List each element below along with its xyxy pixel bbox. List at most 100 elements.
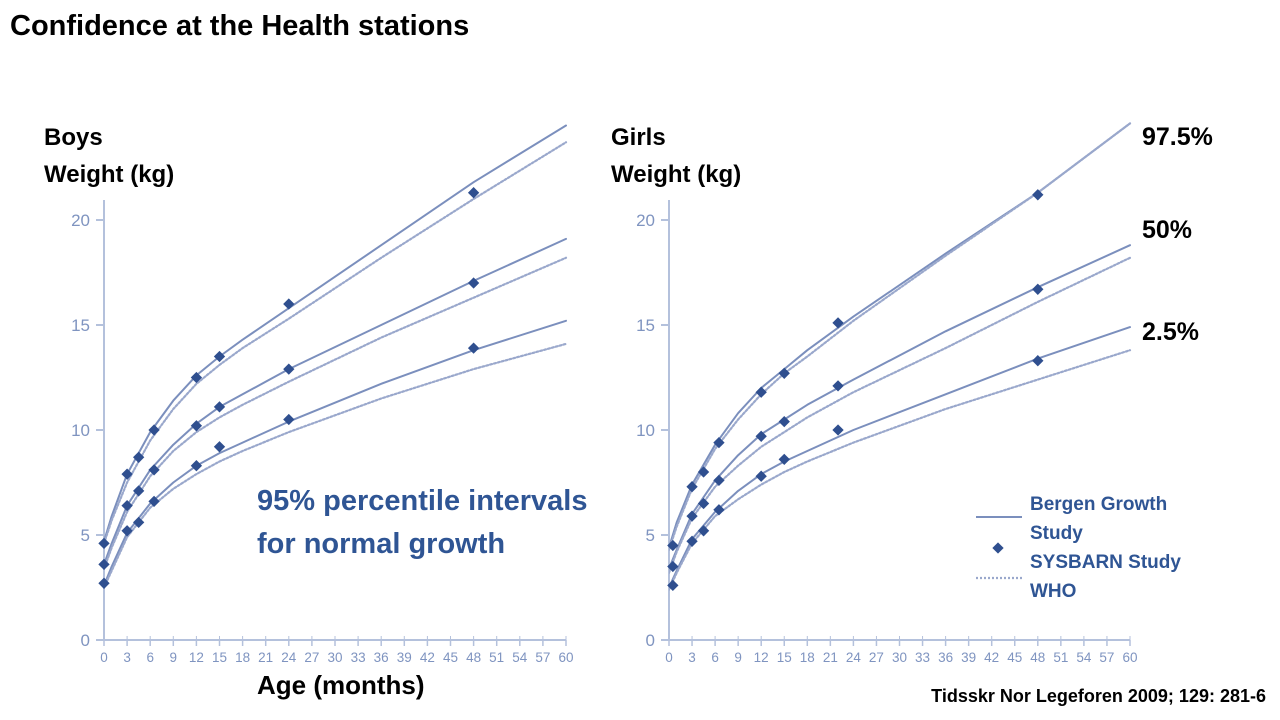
boys-sysbarn-point [213, 441, 226, 453]
girls-x-tick-label: 15 [777, 650, 792, 665]
girls-x-tick-label: 51 [1053, 650, 1068, 665]
boys-sysbarn-point [467, 342, 480, 354]
slide-title: Confidence at the Health stations [10, 10, 470, 42]
boys-who-line-2-5 [104, 342, 568, 589]
girls-x-tick-label: 27 [869, 650, 884, 665]
girls-x-tick-label: 18 [800, 650, 815, 665]
boys-sysbarn-point [121, 499, 133, 512]
boys-y-tick-label: 20 [71, 211, 90, 230]
girls-label: Girls [611, 124, 666, 151]
girls-x-tick-label: 36 [938, 650, 953, 665]
girls-sysbarn-point [755, 386, 767, 398]
boys-x-tick-label: 48 [466, 650, 481, 665]
girls-sysbarn-point [755, 470, 767, 482]
legend-bergen-label-1: Bergen Growth [1030, 494, 1168, 515]
girls-sysbarn-point [667, 539, 679, 552]
boys-sysbarn-point [132, 451, 145, 463]
girls-y-tick-label: 0 [646, 631, 655, 650]
boys-bergen-line-50 [104, 237, 567, 566]
boys-bergen-line-97-5 [104, 124, 567, 543]
boys-x-tick-label: 0 [100, 650, 108, 665]
boys-sysbarn-point [190, 371, 203, 384]
girls-x-tick-label: 60 [1122, 650, 1137, 665]
boys-x-tick-label: 27 [304, 650, 319, 665]
percentile-label-2-5: 2.5% [1142, 318, 1199, 346]
legend-keys [972, 492, 1042, 602]
girls-who-line-97-5 [669, 122, 1132, 551]
annotation-line-2: for normal growth [257, 528, 506, 560]
x-axis-label: Age (months) [257, 670, 425, 700]
girls-y-tick-label: 5 [646, 526, 655, 545]
boys-sysbarn-point [98, 537, 110, 550]
girls-x-tick-label: 9 [734, 650, 742, 665]
boys-who-line-50 [104, 256, 568, 570]
legend-sysbarn-label: SYSBARN Study [1030, 552, 1181, 573]
boys-x-tick-label: 30 [327, 650, 342, 665]
girls-sysbarn-point [697, 497, 710, 510]
girls-bergen-line-97-5 [669, 122, 1131, 549]
girls-sysbarn-point [713, 474, 725, 487]
boys-who-line-97-5 [104, 141, 568, 545]
girls-sysbarn-point [778, 367, 790, 379]
boys-sysbarn-point [190, 460, 203, 472]
boys-sysbarn-point [132, 485, 145, 497]
boys-x-tick-label: 42 [420, 650, 435, 665]
girls-x-tick-label: 24 [846, 650, 862, 665]
boys-x-tick-label: 12 [189, 650, 204, 665]
boys-x-tick-label: 9 [170, 650, 178, 665]
boys-x-tick-label: 18 [235, 650, 250, 665]
boys-sysbarn-point [148, 495, 160, 508]
boys-x-tick-label: 57 [535, 650, 550, 665]
boys-sysbarn-point [190, 420, 203, 432]
girls-x-tick-label: 21 [823, 650, 838, 665]
girls-sysbarn-point [832, 380, 844, 392]
girls-sysbarn-point [697, 525, 710, 537]
girls-y-tick-label: 10 [636, 421, 655, 440]
boys-y-tick-label: 15 [71, 316, 90, 335]
boys-sysbarn-point [283, 298, 295, 310]
girls-sysbarn-point [1032, 189, 1044, 201]
girls-y-tick-label: 15 [636, 316, 655, 335]
girls-x-tick-label: 33 [915, 650, 930, 665]
girls-sysbarn-point [667, 560, 679, 573]
girls-y-tick-label: 20 [636, 211, 655, 230]
boys-panel-label: Boys Weight (kg) [44, 119, 174, 193]
boys-x-tick-label: 24 [281, 650, 297, 665]
boys-sysbarn-point [132, 516, 145, 529]
boys-sysbarn-point [121, 468, 133, 480]
boys-sysbarn-point [283, 363, 295, 375]
boys-x-tick-label: 33 [351, 650, 366, 665]
boys-x-tick-label: 39 [397, 650, 412, 665]
boys-y-axis-label: Weight (kg) [44, 161, 175, 188]
legend-bergen-label-2: Study [1030, 523, 1083, 544]
girls-sysbarn-point [686, 481, 698, 493]
girls-who-line-2-5 [669, 349, 1132, 591]
girls-x-tick-label: 45 [1007, 650, 1022, 665]
girls-sysbarn-point [667, 579, 679, 592]
boys-sysbarn-point [148, 464, 160, 476]
girls-sysbarn-point [778, 415, 790, 428]
boys-x-tick-label: 36 [374, 650, 389, 665]
percentile-label-50: 50% [1142, 216, 1193, 244]
boys-sysbarn-point [213, 350, 226, 363]
girls-sysbarn-point [686, 510, 698, 522]
girls-x-tick-label: 3 [688, 650, 696, 665]
legend: Bergen Growth Study SYSBARN Study WHO [1030, 490, 1181, 606]
girls-sysbarn-point [713, 504, 725, 516]
girls-panel-label: Girls Weight (kg) [611, 119, 741, 193]
boys-y-tick-label: 0 [81, 631, 90, 650]
girls-x-tick-label: 39 [961, 650, 976, 665]
girls-bergen-line-2-5 [669, 326, 1131, 589]
boys-sysbarn-point [283, 413, 295, 426]
annotation-line-1: 95% percentile intervals [257, 485, 588, 517]
girls-who-line-50 [669, 256, 1132, 574]
boys-bergen-line-2-5 [104, 319, 567, 587]
boys-x-tick-label: 54 [512, 650, 528, 665]
girls-x-tick-label: 6 [711, 650, 719, 665]
boys-sysbarn-point [148, 424, 160, 436]
girls-x-tick-label: 54 [1076, 650, 1092, 665]
boys-sysbarn-point [467, 277, 480, 289]
boys-x-tick-label: 60 [558, 650, 573, 665]
girls-x-tick-label: 12 [754, 650, 769, 665]
